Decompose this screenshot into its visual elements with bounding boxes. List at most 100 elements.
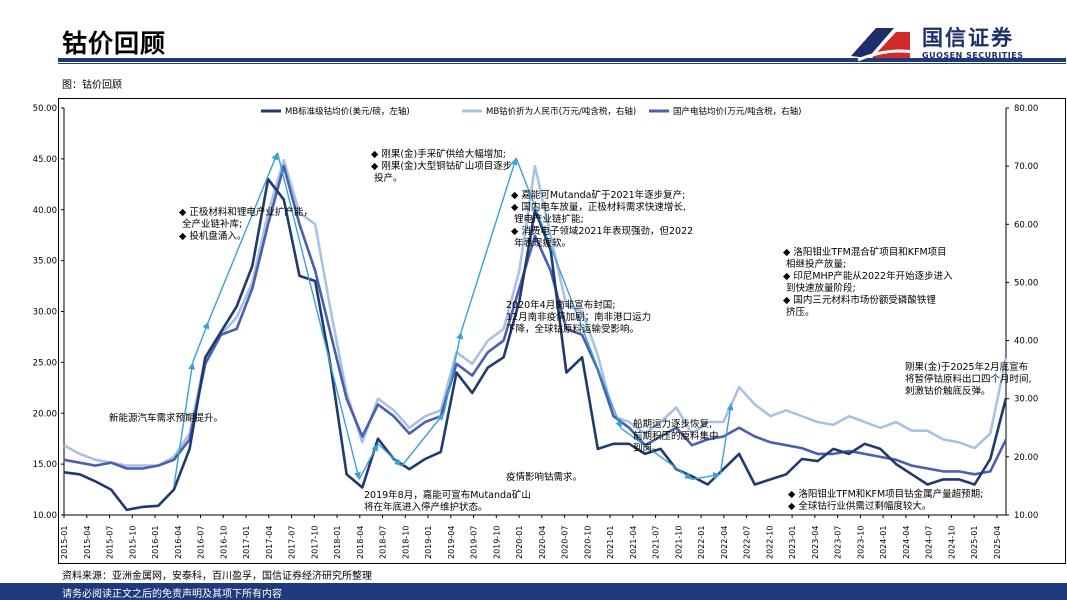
trend-arrow-segment — [620, 427, 693, 480]
trend-arrow-head — [615, 420, 623, 429]
left-y-tick-label: 50.00 — [33, 104, 57, 114]
trend-arrow-head — [188, 362, 196, 370]
trend-arrow-head — [684, 472, 692, 480]
page-title: 钴价回顾 — [62, 29, 167, 58]
x-tick-label: 2018-07 — [379, 526, 388, 559]
trend-arrow-head — [354, 471, 361, 480]
trend-arrow-segment — [173, 362, 194, 487]
trend-arrow-head — [371, 443, 378, 452]
x-tick-label: 2021-07 — [652, 526, 661, 559]
right-y-tick-label: 80.00 — [1014, 104, 1038, 114]
x-tick-label: 2016-10 — [219, 526, 228, 559]
x-tick-label: 2018-10 — [401, 526, 410, 559]
x-tick-label: 2018-04 — [356, 526, 365, 559]
x-tick-label: 2022-01 — [697, 526, 706, 559]
x-tick-label: 2023-04 — [811, 526, 820, 559]
x-tick-label: 2017-04 — [265, 526, 274, 559]
x-tick-label: 2019-04 — [447, 526, 456, 559]
trend-arrow-head — [712, 472, 721, 479]
trend-arrow-segment — [192, 321, 210, 363]
x-tick-label: 2015-01 — [60, 526, 69, 559]
trend-arrow-head — [271, 152, 279, 161]
trend-arrow-head — [456, 331, 464, 340]
x-tick-label: 2021-04 — [629, 526, 638, 559]
chart-frame: 10.00 15.00 20.00 25.00 30.00 35.00 40.00 45.00… — [33, 98, 1066, 564]
trend-arrow-segment — [443, 331, 462, 414]
x-tick-label: 2020-07 — [561, 526, 570, 559]
source-note: 资料来源：亚洲金属网，安泰科，百川盈孚，国信证券经济研究所整理 — [62, 571, 372, 582]
title-rule — [58, 58, 1066, 62]
trend-arrow-segment — [460, 157, 517, 333]
x-tick-label: 2022-04 — [720, 526, 729, 559]
x-tick-label: 2019-01 — [424, 526, 433, 559]
right-y-tick-label: 10.00 — [1014, 511, 1038, 521]
annotation-2: ◆ 刚果(金)手采矿供给大幅增加; ◆ 刚果(金)大型铜钴矿山项目逐步 投产。 — [371, 148, 512, 184]
series-line-0 — [63, 177, 1008, 512]
right-y-tick-label: 40.00 — [1014, 337, 1038, 347]
x-tick-label: 2024-01 — [879, 526, 888, 559]
footer-bar — [0, 583, 1067, 600]
trend-arrow-segment — [719, 402, 732, 475]
logo-name-en: GUOSEN SECURITIES — [922, 51, 1024, 60]
left-y-tick-label: 10.00 — [33, 511, 57, 521]
right-y-tick-label: 60.00 — [1014, 220, 1038, 230]
x-tick-label: 2022-10 — [765, 526, 774, 559]
x-tick-label: 2024-07 — [925, 526, 934, 559]
annotation-10: ◆ 洛阳钼业TFM和KFM项目钴金属产量超预期; ◆ 全球钴行业供需过剩幅度较大。 — [788, 488, 983, 512]
x-tick-label: 2018-01 — [333, 526, 342, 559]
x-tick-label: 2022-07 — [743, 526, 752, 559]
x-tick-label: 2015-04 — [83, 526, 92, 559]
x-tick-label: 2020-10 — [583, 526, 592, 559]
legend-label-0: MB标准级钴均价(美元/磅，左轴) — [285, 106, 410, 117]
x-tick-label: 2016-01 — [151, 526, 160, 559]
x-tick-label: 2017-10 — [310, 526, 319, 559]
title-rule-thin — [58, 63, 1066, 64]
logo-name-cn: 国信证券 — [922, 26, 1014, 50]
right-y-tick-label: 50.00 — [1014, 278, 1038, 288]
trend-arrow-segment — [207, 152, 279, 322]
legend-label-1: MB钴价折为人民币(万元/吨含税，右轴) — [486, 106, 636, 117]
x-tick-label: 2020-04 — [538, 526, 547, 559]
x-tick-label: 2023-01 — [788, 526, 797, 559]
cobalt-price-chart: 10.00 15.00 20.00 25.00 30.00 35.00 40.00 45.00… — [33, 104, 1039, 559]
right-y-tick-label: 70.00 — [1014, 162, 1038, 172]
x-tick-label: 2021-10 — [674, 526, 683, 559]
x-tick-label: 2020-01 — [515, 526, 524, 559]
trend-arrow-head — [436, 413, 444, 421]
annotation-6: ◆ 嘉能可Mutanda矿于2021年逐步复产; ◆ 国内电车放量，正极材料需求快… — [511, 189, 693, 249]
annotation-3: 2019年8月，嘉能可宣布Mutanda矿山将在年底进入停产维护状态。 — [364, 489, 531, 513]
x-tick-label: 2015-07 — [106, 526, 115, 559]
left-y-tick-label: 45.00 — [33, 155, 57, 165]
trend-arrow-head — [510, 157, 518, 166]
x-tick-label: 2021-01 — [606, 526, 615, 559]
annotation-4: 疫情影响钴需求。 — [506, 471, 582, 483]
annotation-0: 新能源汽车需求预期提升。 — [109, 412, 223, 424]
left-y-tick-label: 15.00 — [33, 460, 57, 470]
left-y-tick-label: 30.00 — [33, 308, 57, 318]
trend-arrow-head — [394, 458, 402, 467]
trend-arrow-segment — [515, 157, 623, 429]
right-y-tick-label: 30.00 — [1014, 395, 1038, 405]
trend-arrow-head — [726, 403, 734, 411]
x-tick-label: 2019-07 — [470, 526, 479, 559]
trend-arrow-head — [202, 321, 210, 330]
x-tick-label: 2017-01 — [242, 526, 251, 559]
annotation-8: ◆ 洛阳钼业TFM混合矿项目和KFM项目 相继投产放量; ◆ 印尼MHP产能从20… — [783, 246, 953, 318]
x-tick-label: 2016-07 — [197, 526, 206, 559]
x-tick-label: 2019-10 — [492, 526, 501, 559]
left-y-tick-label: 20.00 — [33, 409, 57, 419]
annotation-5: 2020年4月南非宣布封国; 12月南非疫情加剧；南非港口运力下降，全球钴原料运输… — [506, 299, 651, 335]
right-y-tick-label: 20.00 — [1014, 453, 1038, 463]
trend-arrow-segment — [401, 412, 445, 467]
x-tick-label: 2025-01 — [970, 526, 979, 559]
legend-label-2: 国产电钴均价(万元/吨含税，右轴) — [673, 106, 802, 117]
series-line-2 — [63, 164, 1008, 476]
x-tick-label: 2024-04 — [902, 526, 911, 559]
trend-arrow-segment — [276, 152, 360, 480]
disclaimer-footer: 请务必阅读正文之后的免责声明及其项下所有内容 — [62, 589, 282, 600]
annotation-9: 刚果(金)于2025年2月底宣布将暂停钴原料出口四个月时间,刺激钴价触底反弹。 — [905, 361, 1032, 397]
x-tick-label: 2023-10 — [856, 526, 865, 559]
annotation-1: ◆ 正极材料和锂电产业扩产能， 全产业链补库; ◆ 投机盘涌入。 — [179, 206, 313, 242]
x-tick-label: 2025-04 — [993, 526, 1002, 559]
x-tick-label: 2015-10 — [128, 526, 137, 559]
